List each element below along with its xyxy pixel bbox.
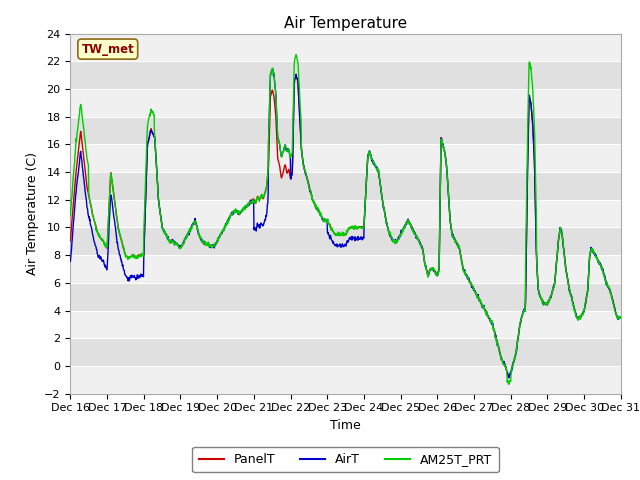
AirT xyxy=(431,269,439,275)
Bar xyxy=(70,255,621,283)
Bar xyxy=(70,283,621,311)
Text: TW_met: TW_met xyxy=(81,43,134,56)
Bar xyxy=(70,338,621,366)
AM25T_PRT xyxy=(431,270,439,276)
AM25T_PRT xyxy=(552,264,560,270)
Line: AM25T_PRT: AM25T_PRT xyxy=(70,54,621,384)
AirT xyxy=(250,225,258,230)
Bar xyxy=(70,34,621,61)
AM25T_PRT xyxy=(67,213,74,219)
AM25T_PRT xyxy=(175,246,183,252)
PanelT xyxy=(67,238,74,244)
AirT xyxy=(504,371,511,376)
AirT xyxy=(617,315,625,321)
PanelT xyxy=(175,244,183,250)
Bar xyxy=(70,228,621,255)
AirT xyxy=(175,243,183,249)
Bar xyxy=(70,144,621,172)
Y-axis label: Air Temperature (C): Air Temperature (C) xyxy=(26,152,38,275)
PanelT xyxy=(617,314,625,320)
Bar xyxy=(70,89,621,117)
Line: PanelT: PanelT xyxy=(70,75,621,377)
Bar xyxy=(70,200,621,228)
PanelT xyxy=(552,264,560,269)
PanelT xyxy=(504,370,511,376)
Bar xyxy=(70,366,621,394)
X-axis label: Time: Time xyxy=(330,419,361,432)
Bar xyxy=(70,117,621,144)
PanelT xyxy=(292,72,300,78)
AirT xyxy=(505,375,513,381)
PanelT xyxy=(250,198,258,204)
AirT xyxy=(552,265,560,271)
AM25T_PRT xyxy=(617,315,625,321)
PanelT xyxy=(189,222,196,228)
Bar xyxy=(70,61,621,89)
AM25T_PRT xyxy=(505,382,513,387)
Bar xyxy=(70,172,621,200)
Bar xyxy=(70,311,621,338)
PanelT xyxy=(505,374,513,380)
AirT xyxy=(269,66,276,72)
AirT xyxy=(189,220,196,226)
AM25T_PRT xyxy=(292,51,300,57)
Title: Air Temperature: Air Temperature xyxy=(284,16,407,31)
AM25T_PRT xyxy=(189,222,196,228)
PanelT xyxy=(431,269,439,275)
AirT xyxy=(67,259,74,264)
AM25T_PRT xyxy=(504,379,511,385)
Line: AirT: AirT xyxy=(70,69,621,378)
Legend: PanelT, AirT, AM25T_PRT: PanelT, AirT, AM25T_PRT xyxy=(193,447,499,472)
AM25T_PRT xyxy=(250,199,258,205)
